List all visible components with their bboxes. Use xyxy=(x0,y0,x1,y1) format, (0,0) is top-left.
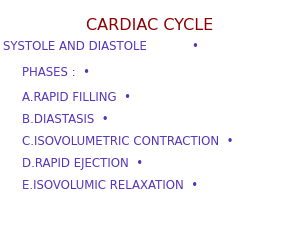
Text: C.ISOVOLUMETRIC CONTRACTION  •: C.ISOVOLUMETRIC CONTRACTION • xyxy=(22,135,234,148)
Text: B.DIASTASIS  •: B.DIASTASIS • xyxy=(22,113,109,126)
Text: SYSTOLE AND DIASTOLE: SYSTOLE AND DIASTOLE xyxy=(3,40,147,53)
Text: CARDIAC CYCLE: CARDIAC CYCLE xyxy=(86,18,214,33)
Text: PHASES :  •: PHASES : • xyxy=(22,66,90,79)
Text: D.RAPID EJECTION  •: D.RAPID EJECTION • xyxy=(22,157,143,170)
Text: A.RAPID FILLING  •: A.RAPID FILLING • xyxy=(22,91,131,104)
Text: •: • xyxy=(191,40,198,53)
Text: E.ISOVOLUMIC RELAXATION  •: E.ISOVOLUMIC RELAXATION • xyxy=(22,179,198,192)
